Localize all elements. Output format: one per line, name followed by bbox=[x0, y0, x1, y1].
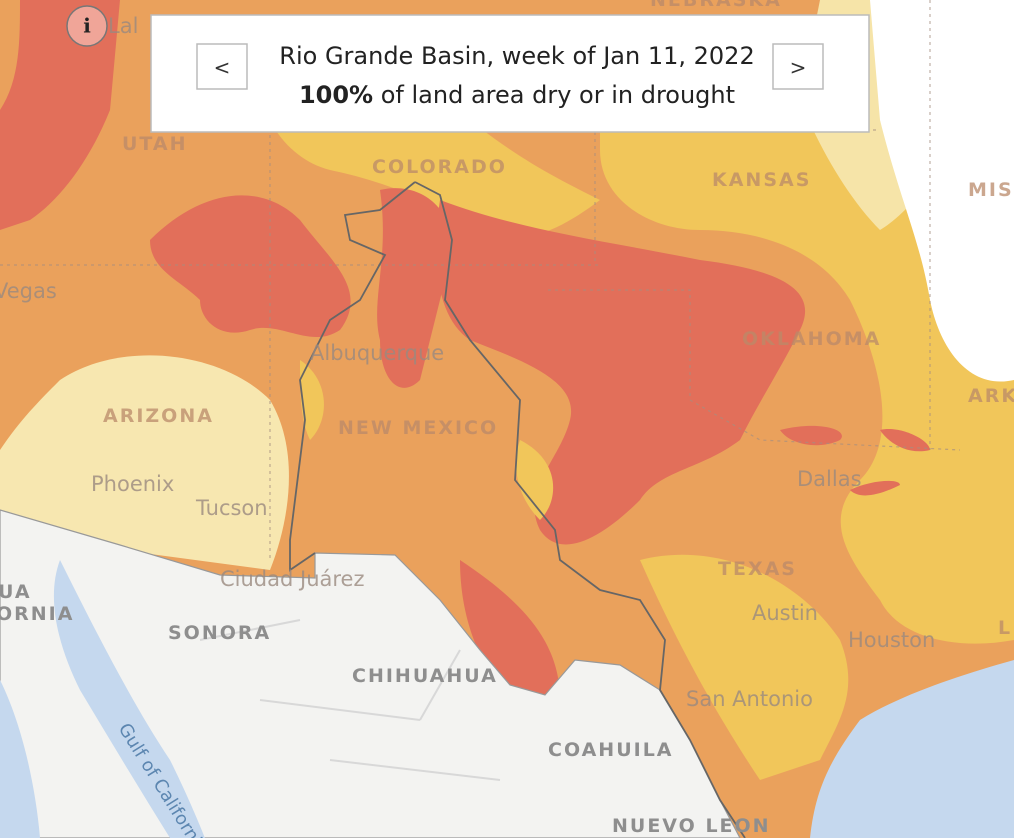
state-label: NEBRASKA bbox=[650, 0, 782, 11]
region-label: ORNIA bbox=[0, 603, 74, 625]
basin-outline bbox=[414, 181, 746, 838]
state-label: L bbox=[998, 617, 1012, 639]
state-label: ARIZONA bbox=[103, 405, 214, 427]
state-label: OKLAHOMA bbox=[742, 328, 881, 350]
info-panel: < > Rio Grande Basin, week of Jan 11, 20… bbox=[150, 14, 870, 133]
state-label: KANSAS bbox=[712, 169, 811, 191]
state-borders bbox=[0, 0, 961, 560]
city-label: Ciudad Juárez bbox=[220, 567, 365, 591]
city-label: Phoenix bbox=[91, 472, 174, 496]
region-label: NUEVO LEON bbox=[612, 815, 771, 837]
state-label: UTAH bbox=[122, 133, 188, 155]
panel-stat-line: 100% of land area dry or in drought bbox=[299, 81, 735, 109]
state-label: MIS bbox=[968, 179, 1014, 201]
state-label: ARK bbox=[968, 385, 1014, 407]
state-label: NEW MEXICO bbox=[338, 417, 498, 439]
region-label: UA bbox=[0, 581, 32, 603]
city-label: Dallas bbox=[797, 467, 862, 491]
prev-label[interactable]: < bbox=[214, 56, 231, 80]
info-icon[interactable]: i bbox=[83, 14, 91, 38]
city-label: San Antonio bbox=[686, 687, 813, 711]
region-label: CHIHUAHUA bbox=[352, 665, 498, 687]
state-label: COLORADO bbox=[372, 156, 507, 178]
state-label: TEXAS bbox=[718, 558, 797, 580]
prev-button[interactable]: < bbox=[196, 43, 248, 90]
panel-title: Rio Grande Basin, week of Jan 11, 2022 bbox=[279, 42, 754, 70]
next-label[interactable]: > bbox=[790, 56, 807, 80]
next-button[interactable]: > bbox=[772, 43, 824, 90]
city-label: Vegas bbox=[0, 279, 57, 303]
info-button[interactable]: i bbox=[66, 5, 108, 47]
city-label: Houston bbox=[848, 628, 935, 652]
region-label: SONORA bbox=[168, 622, 271, 644]
city-label: Lal bbox=[108, 14, 138, 38]
city-label: Austin bbox=[752, 601, 818, 625]
region-label: COAHUILA bbox=[548, 739, 674, 761]
panel-stat: 100% bbox=[299, 81, 373, 109]
gulf-of-mexico bbox=[810, 660, 1014, 838]
city-label: Albuquerque bbox=[310, 341, 444, 365]
panel-stat-text: of land area dry or in drought bbox=[381, 81, 735, 109]
basin-outline bbox=[289, 181, 416, 572]
city-label: Tucson bbox=[195, 496, 268, 520]
